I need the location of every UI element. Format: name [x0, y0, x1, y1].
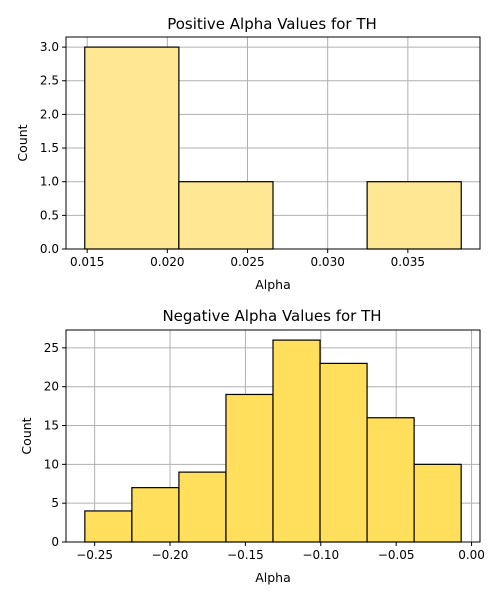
histogram-bar [178, 181, 274, 250]
x-axis-label: Alpha [255, 570, 291, 585]
histogram-bar [413, 463, 462, 543]
x-tick-label: 0.00 [458, 548, 485, 562]
y-tick-label: 2.0 [40, 107, 59, 121]
plot-frame [65, 36, 481, 250]
histogram-bar [366, 417, 415, 543]
x-tick-label: 0.035 [391, 255, 425, 269]
x-tick-label: 0.020 [150, 255, 184, 269]
bars [84, 339, 462, 543]
y-ticks: 0 5 10 15 20 25 [44, 341, 66, 549]
plot-frame [65, 329, 481, 543]
y-tick-label: 25 [44, 341, 59, 355]
x-tick-label: −0.15 [227, 548, 264, 562]
x-ticks: −0.25 −0.20 −0.15 −0.10 −0.05 0.00 [76, 542, 485, 562]
x-tick-label: −0.05 [378, 548, 415, 562]
y-tick-label: 0.5 [40, 208, 59, 222]
y-ticks: 0.0 0.5 1.0 1.5 2.0 2.5 3.0 [40, 40, 66, 256]
histogram-bar [319, 362, 368, 543]
histogram-bar [272, 339, 321, 543]
histogram-bar [366, 181, 462, 250]
y-tick-label: 1.5 [40, 141, 59, 155]
x-axis-label: Alpha [255, 277, 291, 292]
histogram-bar [225, 393, 274, 543]
chart-negative-alpha: Negative Alpha Values for TH −0.25 −0.20−… [19, 307, 485, 585]
y-tick-label: 10 [44, 457, 59, 471]
histogram-bar [84, 46, 180, 250]
chart-title: Positive Alpha Values for TH [167, 15, 377, 33]
chart-positive-alpha: Positive Alpha Values for TH 0.015 0.020 0… [15, 15, 481, 292]
x-tick-label: −0.25 [76, 548, 113, 562]
y-tick-label: 20 [44, 380, 59, 394]
y-axis-label: Count [19, 417, 34, 454]
y-axis-label: Count [15, 124, 30, 161]
histogram-bar [178, 471, 227, 543]
bars [84, 46, 462, 250]
x-ticks: 0.015 0.020 0.025 0.030 0.035 [70, 249, 425, 269]
y-tick-label: 5 [51, 496, 59, 510]
x-tick-label: −0.20 [152, 548, 189, 562]
y-tick-label: 15 [44, 419, 59, 433]
y-tick-label: 2.5 [40, 74, 59, 88]
y-tick-label: 1.0 [40, 175, 59, 189]
histogram-bar [131, 487, 180, 543]
y-tick-label: 3.0 [40, 40, 59, 54]
x-tick-label: 0.015 [70, 255, 104, 269]
x-tick-label: 0.025 [230, 255, 264, 269]
x-tick-label: 0.030 [310, 255, 344, 269]
x-tick-label: −0.10 [302, 548, 339, 562]
chart-title: Negative Alpha Values for TH [162, 307, 381, 325]
y-tick-label: 0 [51, 535, 59, 549]
y-tick-label: 0.0 [40, 242, 59, 256]
histogram-bar [84, 510, 133, 543]
